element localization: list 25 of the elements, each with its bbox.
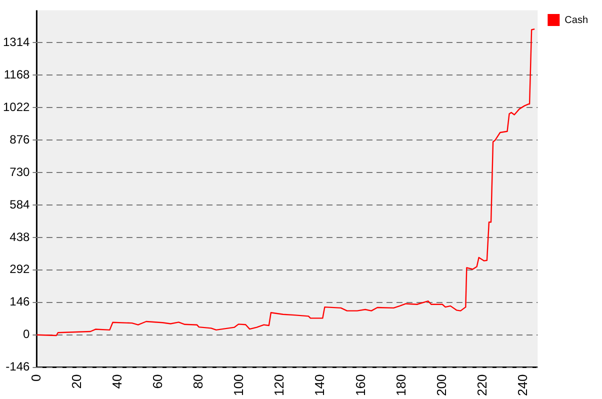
- x-tick-label: 220: [474, 374, 490, 396]
- x-tick-label: 180: [393, 374, 408, 396]
- y-tick-label: 0: [23, 327, 30, 342]
- y-tick-label: 292: [10, 262, 30, 276]
- x-tick-label: 200: [434, 374, 449, 396]
- x-tick-label: 240: [515, 374, 530, 396]
- y-tick-label: -146: [6, 360, 30, 374]
- x-tick-label: 20: [68, 374, 84, 389]
- legend-label: Cash: [564, 14, 588, 26]
- y-tick-label: 1168: [4, 67, 30, 82]
- y-tick-label: 584: [10, 197, 30, 212]
- y-tick-label: 876: [10, 132, 30, 146]
- x-tick-label: 160: [352, 374, 368, 396]
- x-tick-label: 60: [150, 374, 165, 389]
- x-tick-label: 0: [28, 374, 44, 382]
- x-tick-label: 120: [272, 374, 287, 396]
- x-tick-label: 80: [190, 374, 206, 389]
- y-tick-label: 1022: [2, 100, 30, 114]
- y-tick-label: 438: [10, 230, 30, 244]
- y-tick-label: 1314: [2, 34, 30, 49]
- x-tick-label: 140: [312, 374, 328, 396]
- x-tick-label: 100: [231, 374, 246, 396]
- y-tick-label: 730: [10, 164, 30, 179]
- x-tick-label: 40: [109, 374, 124, 389]
- y-tick-label: 146: [10, 294, 30, 309]
